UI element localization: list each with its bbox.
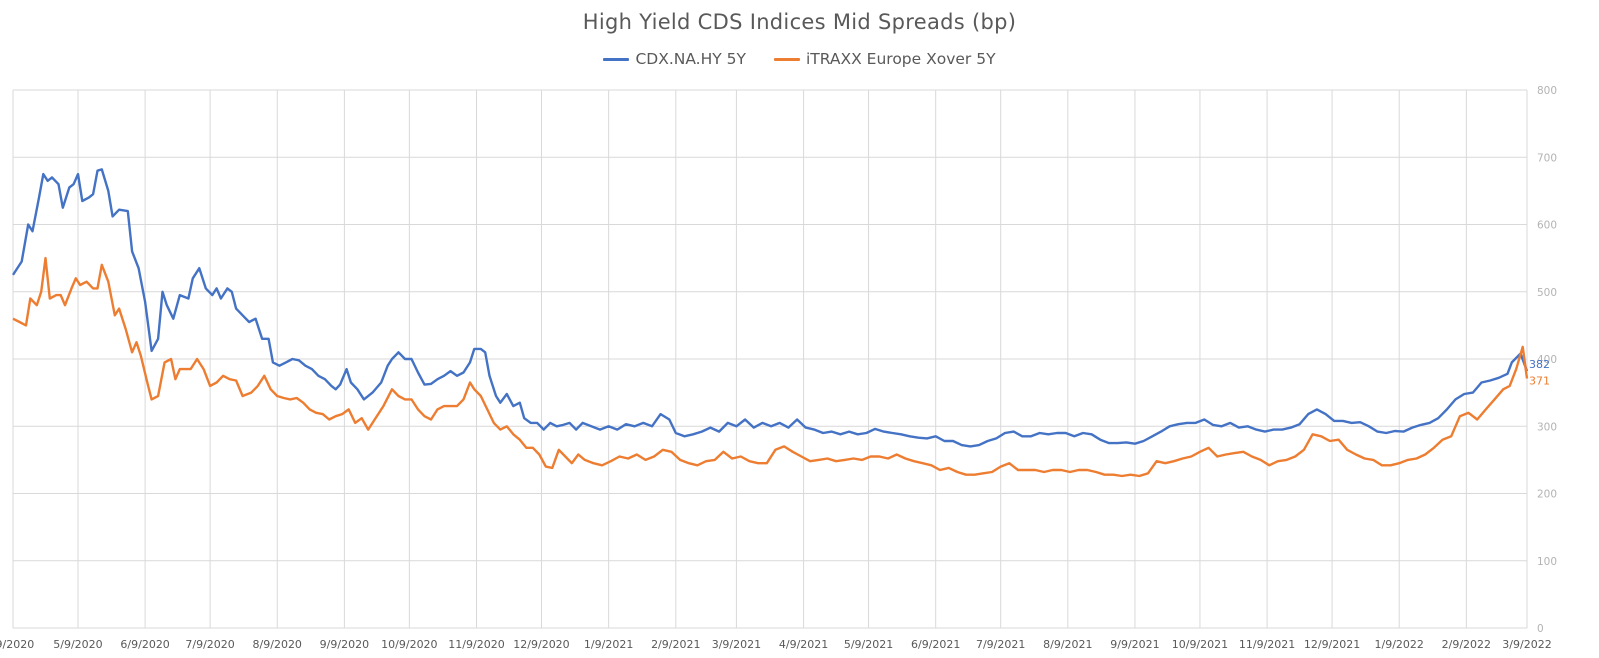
- x-tick-label: 7/9/2021: [976, 638, 1025, 651]
- legend: CDX.NA.HY 5Y iTRAXX Europe Xover 5Y: [0, 50, 1599, 68]
- x-tick-label: 7/9/2020: [185, 638, 234, 651]
- x-tick-label: 11/9/2020: [448, 638, 504, 651]
- x-tick-label: 3/9/2021: [712, 638, 761, 651]
- legend-label-itraxx: iTRAXX Europe Xover 5Y: [805, 50, 996, 68]
- end-label-cdx: 382: [1529, 358, 1550, 371]
- x-tick-label: 6/9/2020: [120, 638, 169, 651]
- legend-swatch-cdx: [603, 57, 630, 61]
- legend-item-itraxx: iTRAXX Europe Xover 5Y: [773, 50, 996, 68]
- x-tick-label: 9/9/2020: [320, 638, 369, 651]
- x-tick-label: 5/9/2020: [53, 638, 102, 651]
- x-tick-label: 2/9/2022: [1442, 638, 1491, 651]
- x-tick-label: 8/9/2021: [1043, 638, 1092, 651]
- y-tick-label: 600: [1537, 220, 1557, 232]
- y-tick-label: 400: [1537, 354, 1557, 366]
- x-tick-label: 5/9/2021: [844, 638, 893, 651]
- legend-label-cdx: CDX.NA.HY 5Y: [635, 50, 746, 68]
- x-tick-label: 11/9/2021: [1239, 638, 1295, 651]
- y-tick-label: 0: [1537, 623, 1544, 635]
- y-tick-label: 100: [1537, 556, 1557, 568]
- y-tick-label: 500: [1537, 287, 1557, 299]
- series-line-itraxx: [12, 256, 1529, 478]
- x-tick-label: 3/9/2022: [1502, 638, 1551, 651]
- x-tick-label: 1/9/2021: [584, 638, 633, 651]
- end-label-itraxx: 371: [1529, 375, 1550, 388]
- x-tick-label: 4/9/2021: [779, 638, 828, 651]
- x-tick-label: 9/9/2021: [1110, 638, 1159, 651]
- y-tick-label: 700: [1537, 152, 1557, 164]
- legend-item-cdx: CDX.NA.HY 5Y: [603, 50, 746, 68]
- x-tick-label: /9/2020: [0, 638, 34, 651]
- y-tick-label: 800: [1537, 85, 1557, 97]
- x-tick-label: 10/9/2020: [381, 638, 437, 651]
- x-tick-label: 12/9/2021: [1304, 638, 1360, 651]
- x-tick-label: 12/9/2020: [513, 638, 569, 651]
- x-tick-label: 6/9/2021: [911, 638, 960, 651]
- y-tick-label: 300: [1537, 421, 1557, 433]
- legend-swatch-itraxx: [773, 57, 800, 61]
- x-tick-label: 8/9/2020: [253, 638, 302, 651]
- chart-title: High Yield CDS Indices Mid Spreads (bp): [582, 10, 1017, 34]
- x-tick-label: 10/9/2021: [1172, 638, 1228, 651]
- x-tick-label: 1/9/2022: [1375, 638, 1424, 651]
- x-tick-label: 2/9/2021: [651, 638, 700, 651]
- y-tick-label: 200: [1537, 489, 1557, 501]
- series-line-cdx: [11, 168, 1529, 448]
